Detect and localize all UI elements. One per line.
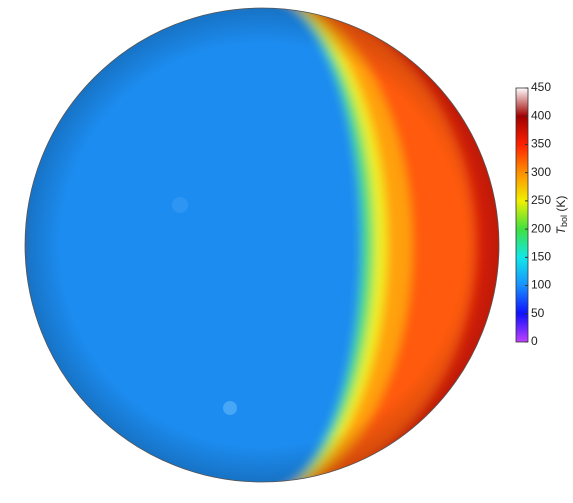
colorbar-tick-label: 400	[531, 108, 551, 122]
chart: 0 50 100 150 200 250 300 350 400 450 Tbol (K)	[0, 0, 573, 498]
colorbar-tick-label: 300	[531, 165, 551, 179]
colorbar-tick-label: 100	[531, 278, 551, 292]
colorbar-tick-label: 0	[531, 334, 538, 348]
colorbar-label: Tbol (K)	[554, 196, 569, 235]
colorbar-tick-label: 150	[531, 250, 551, 264]
globe	[20, 0, 510, 498]
colorbar: 0 50 100 150 200 250 300 350 400 450	[516, 80, 551, 348]
colorbar-tick-label: 250	[531, 193, 551, 207]
colorbar-bar	[516, 88, 528, 342]
colorbar-tick-label: 200	[531, 221, 551, 235]
colorbar-tick-label: 50	[531, 306, 545, 320]
colorbar-tick-label: 350	[531, 137, 551, 151]
colorbar-tick-label: 450	[531, 80, 551, 94]
page: 050100150200250300350400450 Tbol (K) (()…	[0, 0, 573, 503]
